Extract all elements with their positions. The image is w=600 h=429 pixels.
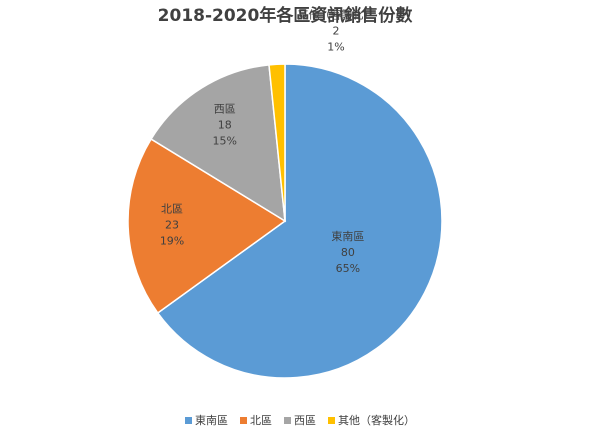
slice-label-value: 80 <box>341 246 355 259</box>
pie-slice <box>127 138 287 315</box>
slice-label-percent: 15% <box>213 134 237 147</box>
legend-label: 東南區 <box>195 414 228 427</box>
legend-swatch <box>328 417 335 424</box>
slice-label-value: 2 <box>333 24 340 37</box>
slice-label-name: 西區 <box>214 102 236 115</box>
slice-label-value: 23 <box>165 218 179 231</box>
legend-label: 北區 <box>250 414 272 427</box>
pie-slice <box>268 63 286 222</box>
legend-label: 西區 <box>294 414 316 427</box>
slice-label-name: 北區 <box>161 202 183 215</box>
pie-slice <box>156 63 443 379</box>
legend-swatch <box>284 417 291 424</box>
legend-swatch <box>240 417 247 424</box>
slice-label-percent: 1% <box>327 40 344 53</box>
slice-label-name: 其他（客製化） <box>298 7 375 21</box>
chart-title: 2018-2020年各區資訊銷售份數 <box>158 5 413 26</box>
legend-swatch <box>185 417 192 424</box>
slice-label-percent: 65% <box>336 262 360 275</box>
slice-label-percent: 19% <box>160 234 184 247</box>
pie-slice <box>150 63 286 223</box>
slice-label-name: 東南區 <box>331 230 364 243</box>
slice-label-value: 18 <box>218 118 232 131</box>
legend-label: 其他（客製化） <box>338 413 415 427</box>
